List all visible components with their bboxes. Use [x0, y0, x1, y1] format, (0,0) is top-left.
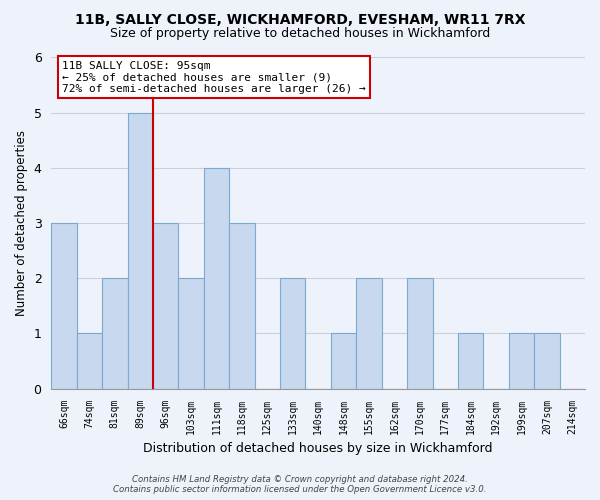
Bar — [509, 334, 534, 388]
Bar — [128, 112, 153, 388]
Text: 11B, SALLY CLOSE, WICKHAMFORD, EVESHAM, WR11 7RX: 11B, SALLY CLOSE, WICKHAMFORD, EVESHAM, … — [75, 12, 525, 26]
Text: Size of property relative to detached houses in Wickhamford: Size of property relative to detached ho… — [110, 28, 490, 40]
Bar — [407, 278, 433, 388]
Bar — [153, 223, 178, 388]
Bar — [204, 168, 229, 388]
X-axis label: Distribution of detached houses by size in Wickhamford: Distribution of detached houses by size … — [143, 442, 493, 455]
Bar — [51, 223, 77, 388]
Bar — [534, 334, 560, 388]
Bar — [102, 278, 128, 388]
Bar — [77, 334, 102, 388]
Bar — [280, 278, 305, 388]
Bar — [331, 334, 356, 388]
Bar — [458, 334, 484, 388]
Text: 11B SALLY CLOSE: 95sqm
← 25% of detached houses are smaller (9)
72% of semi-deta: 11B SALLY CLOSE: 95sqm ← 25% of detached… — [62, 61, 366, 94]
Text: Contains HM Land Registry data © Crown copyright and database right 2024.
Contai: Contains HM Land Registry data © Crown c… — [113, 474, 487, 494]
Y-axis label: Number of detached properties: Number of detached properties — [15, 130, 28, 316]
Bar — [356, 278, 382, 388]
Bar — [229, 223, 254, 388]
Bar — [178, 278, 204, 388]
